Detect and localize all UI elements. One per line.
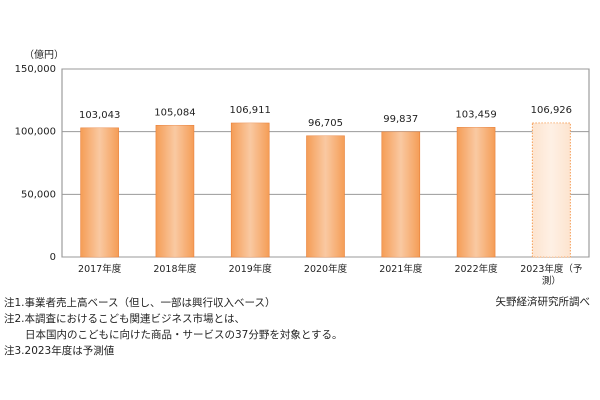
y-axis-label: （億円） <box>24 48 64 61</box>
note: 日本国内のこどもに向けた商品・サービスの37分野を対象とする。 <box>4 329 343 341</box>
x-tick-label: 2022年度 <box>454 264 498 275</box>
x-tick-label: 2023年度（予測） <box>520 264 583 287</box>
value-label: 103,043 <box>79 110 120 121</box>
note: 注1.事業者売上高ベース（但し、一部は興行収入ベース） <box>4 297 276 309</box>
value-label: 103,459 <box>455 109 496 120</box>
x-tick-label: 2021年度 <box>379 264 423 275</box>
value-label: 105,084 <box>154 107 195 118</box>
value-label: 106,911 <box>230 105 271 116</box>
x-tick-label: 2017年度 <box>78 264 122 275</box>
value-label: 96,705 <box>308 118 343 129</box>
y-tick-label: 150,000 <box>15 64 56 75</box>
x-tick-label: 2018年度 <box>153 264 197 275</box>
y-tick-label: 100,000 <box>15 127 56 138</box>
value-label: 99,837 <box>383 114 418 125</box>
x-tick-label: 2019年度 <box>228 264 272 275</box>
bar <box>531 122 571 258</box>
bar <box>230 122 270 258</box>
value-label: 106,926 <box>531 105 572 116</box>
bar <box>456 127 496 258</box>
bar <box>306 135 345 258</box>
x-tick-label: 2020年度 <box>303 264 348 275</box>
bar <box>80 127 119 258</box>
y-tick-label: 0 <box>50 252 56 263</box>
note: 注2.本調査におけるこども関連ビジネス市場とは、 <box>4 313 246 325</box>
y-tick-label: 50,000 <box>21 189 56 200</box>
bar <box>381 131 421 258</box>
bar <box>155 124 195 258</box>
note: 注3.2023年度は予測値 <box>4 345 115 357</box>
source: 矢野経済研究所調べ <box>496 295 591 308</box>
